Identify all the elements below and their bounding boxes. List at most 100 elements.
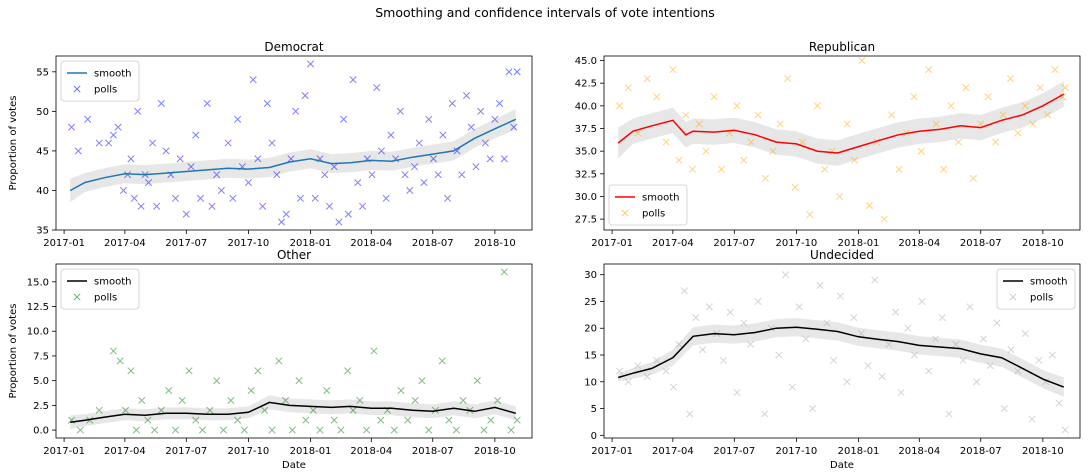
poll-point <box>892 308 900 316</box>
poll-point <box>234 115 242 123</box>
poll-point <box>453 147 461 155</box>
poll-point <box>425 426 433 434</box>
poll-point <box>761 410 769 418</box>
x-tick-label: 2017-04 <box>652 446 694 457</box>
poll-point <box>373 84 381 92</box>
poll-point <box>439 131 447 139</box>
poll-point <box>340 115 348 123</box>
poll-point <box>198 426 207 434</box>
y-tick-label: 15 <box>584 351 597 362</box>
poll-point <box>354 178 362 187</box>
poll-point <box>448 99 456 108</box>
poll-point <box>885 340 893 348</box>
poll-point <box>1058 93 1067 101</box>
poll-point <box>816 281 824 289</box>
poll-point <box>171 194 180 202</box>
poll-point <box>445 416 453 424</box>
poll-point <box>127 367 135 375</box>
y-axis-label: Proportion of votes <box>8 96 19 191</box>
poll-point <box>247 386 255 395</box>
y-tick-label: 40.0 <box>575 101 597 112</box>
poll-point <box>695 120 703 128</box>
poll-point <box>858 56 866 65</box>
poll-point <box>472 163 480 171</box>
poll-point <box>296 194 304 202</box>
x-tick-label: 2017-01 <box>591 238 633 249</box>
poll-point <box>288 426 296 434</box>
poll-point <box>634 362 642 370</box>
x-tick-label: 2018-07 <box>412 446 454 457</box>
poll-point <box>491 115 499 123</box>
poll-point <box>510 123 518 131</box>
y-tick-label: 45 <box>36 146 49 157</box>
legend-box <box>608 184 688 226</box>
axes-frame <box>55 55 533 231</box>
x-tick-label: 2017-10 <box>228 446 270 457</box>
poll-point <box>458 171 466 179</box>
poll-point <box>406 186 414 195</box>
poll-point <box>219 426 227 434</box>
legend-marker-swatch <box>73 293 81 301</box>
poll-point <box>767 324 775 332</box>
poll-point <box>486 155 494 163</box>
y-tick-label: 5.0 <box>33 376 49 387</box>
poll-point <box>301 91 309 100</box>
x-tick-label: 2017-07 <box>713 446 755 457</box>
panel-title: Undecided <box>810 248 874 262</box>
panel-other: 2017-01 2017-04 2017-07 2017-10 2018-01 2018-… <box>8 248 533 471</box>
poll-point <box>747 138 755 146</box>
poll-point <box>947 102 955 110</box>
poll-point <box>459 396 467 404</box>
poll-point <box>157 99 165 108</box>
poll-point <box>513 416 521 424</box>
poll-point <box>754 111 762 119</box>
poll-point <box>979 335 988 343</box>
poll-point <box>761 174 769 182</box>
poll-point <box>494 396 502 404</box>
poll-point <box>1007 346 1015 354</box>
poll-point <box>268 426 276 434</box>
poll-point <box>192 416 200 424</box>
poll-point <box>95 139 103 147</box>
poll-point <box>992 138 1000 146</box>
poll-point <box>993 319 1001 327</box>
x-tick-label: 2017-10 <box>228 238 270 249</box>
y-tick-label: 55 <box>36 67 49 78</box>
poll-point <box>1014 367 1022 375</box>
poll-point <box>784 75 792 83</box>
poll-point <box>95 406 103 414</box>
panel-republican: 2017-01 2017-04 2017-07 2017-10 2018-01 2018-… <box>575 40 1081 249</box>
poll-point <box>229 194 237 202</box>
poll-point <box>76 426 84 434</box>
poll-point <box>481 139 489 147</box>
poll-point <box>880 215 888 223</box>
confidence-band <box>70 109 516 203</box>
poll-point <box>277 218 286 226</box>
poll-point <box>643 372 651 380</box>
poll-point <box>938 313 946 322</box>
poll-point <box>109 347 117 355</box>
poll-point <box>1044 111 1052 119</box>
poll-point <box>240 426 248 434</box>
poll-point <box>316 426 324 434</box>
poll-point <box>254 155 262 163</box>
poll-point <box>208 202 216 210</box>
poll-point <box>349 76 357 84</box>
poll-point <box>791 183 799 191</box>
x-tick-label: 2017-01 <box>591 446 633 457</box>
poll-point <box>438 357 446 365</box>
poll-point <box>966 303 974 311</box>
poll-point <box>203 99 211 108</box>
poll-point <box>496 99 504 108</box>
poll-point <box>624 84 632 92</box>
poll-point <box>878 372 886 380</box>
poll-point <box>418 377 426 385</box>
poll-point <box>733 388 741 397</box>
legend-label-polls: polls <box>94 293 117 304</box>
poll-point <box>377 147 385 155</box>
poll-point <box>137 202 145 210</box>
x-tick-label: 2018-04 <box>898 446 940 457</box>
poll-point <box>952 340 960 348</box>
poll-point <box>196 194 205 202</box>
